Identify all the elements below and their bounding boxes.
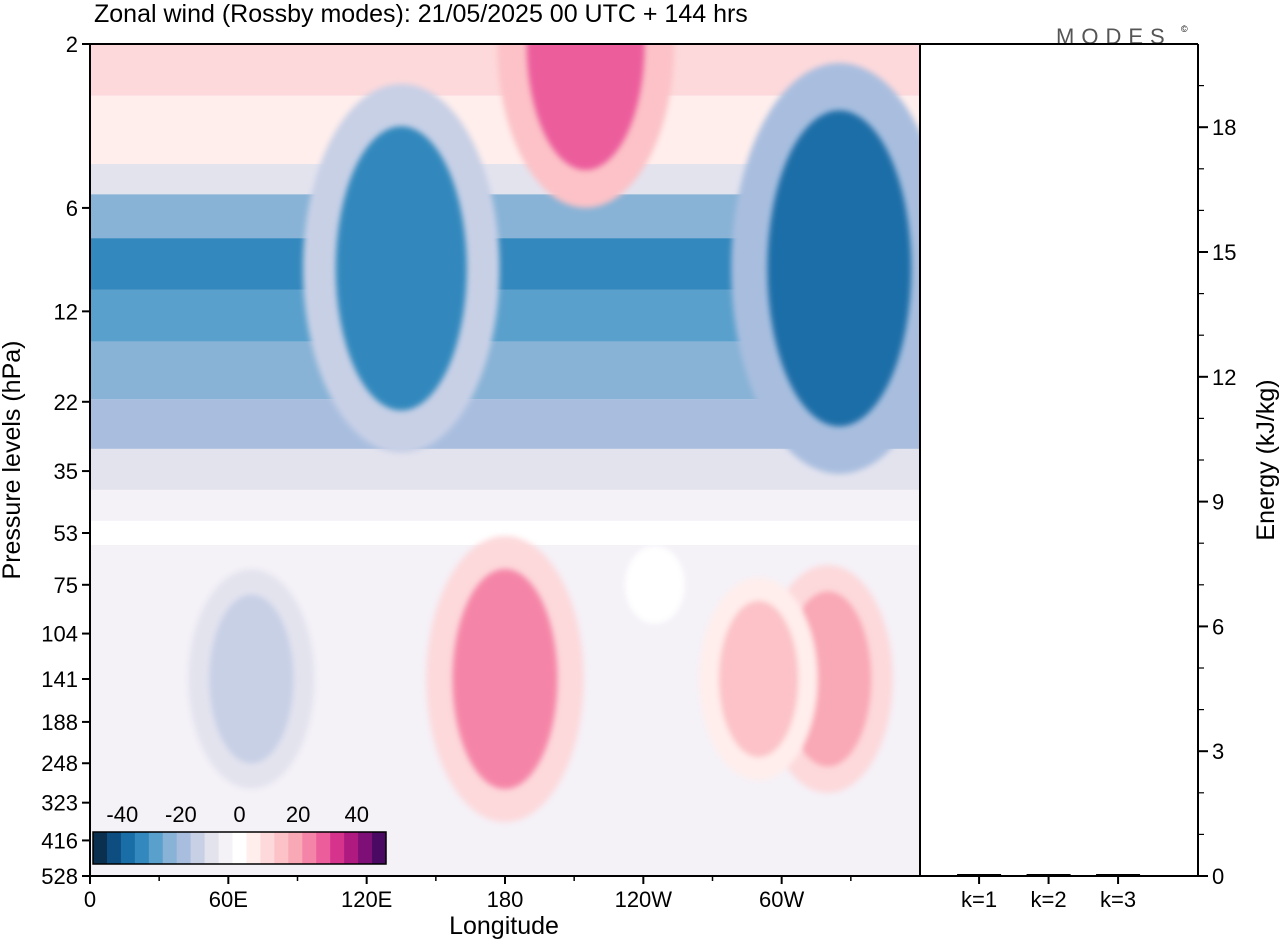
colorbar-swatch bbox=[232, 832, 247, 864]
y-axis-label: Pressure levels (hPa) bbox=[0, 341, 26, 580]
wind-feature bbox=[526, 44, 645, 170]
colorbar-swatch bbox=[162, 832, 178, 864]
y-tick-label: 53 bbox=[54, 521, 78, 546]
colorbar-tick-label: 40 bbox=[344, 802, 368, 827]
energy-axis: 0 3 6 9 12 15 18 bbox=[1198, 84, 1236, 889]
x-tick-label: 60W bbox=[759, 887, 804, 912]
colorbar-frame bbox=[92, 831, 387, 865]
wind-feature bbox=[767, 110, 912, 427]
colorbar-tick-label: 0 bbox=[233, 802, 245, 827]
colorbar-swatch bbox=[288, 832, 303, 864]
colorbar-swatch bbox=[204, 832, 220, 864]
colorbar-tick-label: -40 bbox=[106, 802, 138, 827]
colorbar-swatch bbox=[134, 832, 150, 864]
colorbar-swatch bbox=[120, 832, 136, 864]
energy-tick-label: 3 bbox=[1212, 739, 1224, 764]
wind-contour-field bbox=[90, 44, 920, 876]
energy-tick-label: 9 bbox=[1212, 490, 1224, 515]
x-axis-label: Longitude bbox=[449, 912, 559, 940]
y-tick-label: 141 bbox=[41, 667, 78, 692]
colorbar-swatch bbox=[260, 832, 275, 864]
y-tick-label: 6 bbox=[66, 196, 78, 221]
x-tick-label: 120E bbox=[341, 887, 392, 912]
wind-band bbox=[90, 448, 920, 490]
y-tick-label: 22 bbox=[54, 390, 78, 415]
energy-axis-label: Energy (kJ/kg) bbox=[1252, 379, 1280, 540]
colorbar-swatch bbox=[274, 832, 289, 864]
y-tick-label: 416 bbox=[41, 828, 78, 853]
colorbar-swatch bbox=[358, 832, 373, 864]
energy-category-label: k=2 bbox=[1031, 887, 1067, 912]
energy-tick-label: 15 bbox=[1212, 240, 1236, 265]
energy-bar-panel: 0 3 6 9 12 15 18 k=1 k=2 k=3 Energy (kJ/kg) bbox=[919, 43, 1280, 912]
wind-feature bbox=[719, 600, 799, 757]
y-tick-label: 104 bbox=[41, 622, 78, 647]
colorbar-swatch bbox=[93, 832, 108, 864]
colorbar-swatch bbox=[316, 832, 331, 864]
y-tick-label: 248 bbox=[41, 751, 78, 776]
energy-tick-label: 0 bbox=[1212, 864, 1224, 889]
energy-bar bbox=[1026, 874, 1071, 876]
energy-tick-label: 12 bbox=[1212, 365, 1236, 390]
colorbar-swatch bbox=[218, 832, 234, 864]
energy-bar bbox=[957, 874, 1002, 876]
y-tick-label: 528 bbox=[41, 864, 78, 889]
colorbar-swatch bbox=[302, 832, 317, 864]
modes-logo-mark: © bbox=[1181, 24, 1188, 34]
wind-feature bbox=[209, 594, 294, 764]
energy-category-label: k=1 bbox=[961, 887, 997, 912]
colorbar-tick-label: -20 bbox=[165, 802, 197, 827]
colorbar-swatch bbox=[190, 832, 206, 864]
colorbar: -40 -20 0 20 40 bbox=[92, 802, 387, 865]
wind-feature bbox=[335, 126, 467, 411]
wind-feature bbox=[634, 554, 675, 615]
colorbar-swatch bbox=[176, 832, 192, 864]
modes-logo: MODES © bbox=[1056, 24, 1188, 49]
x-tick-label: 60E bbox=[209, 887, 248, 912]
y-tick-label: 35 bbox=[54, 459, 78, 484]
colorbar-tick-label: 20 bbox=[286, 802, 310, 827]
x-tick-label: 120W bbox=[615, 887, 673, 912]
energy-bars: k=1 k=2 k=3 bbox=[957, 874, 1141, 912]
y-tick-label: 188 bbox=[41, 710, 78, 735]
energy-bar bbox=[1096, 874, 1141, 876]
x-tick-label: 180 bbox=[487, 887, 524, 912]
y-tick-label: 12 bbox=[54, 299, 78, 324]
pressure-axis: 2 6 12 22 35 53 75 104 141 188 248 323 416 528 bbox=[41, 32, 90, 889]
longitude-axis: 0 60E 120E 180 120W 60W bbox=[84, 876, 852, 912]
y-tick-label: 323 bbox=[41, 791, 78, 816]
colorbar-swatch bbox=[330, 832, 345, 864]
energy-tick-label: 6 bbox=[1212, 614, 1224, 639]
chart-title: Zonal wind (Rossby modes): 21/05/2025 00… bbox=[94, 0, 748, 28]
modes-logo-text: MODES bbox=[1056, 24, 1172, 49]
wind-band bbox=[90, 489, 920, 521]
y-tick-label: 2 bbox=[66, 32, 78, 57]
x-tick-label: 0 bbox=[84, 887, 96, 912]
energy-tick-label: 18 bbox=[1212, 115, 1236, 140]
colorbar-swatch bbox=[148, 832, 164, 864]
y-tick-label: 75 bbox=[54, 573, 78, 598]
wind-feature bbox=[452, 568, 558, 789]
colorbar-swatch bbox=[344, 832, 359, 864]
colorbar-swatch bbox=[372, 832, 387, 864]
colorbar-swatch bbox=[246, 832, 261, 864]
energy-category-label: k=3 bbox=[1100, 887, 1136, 912]
colorbar-swatch bbox=[106, 832, 122, 864]
